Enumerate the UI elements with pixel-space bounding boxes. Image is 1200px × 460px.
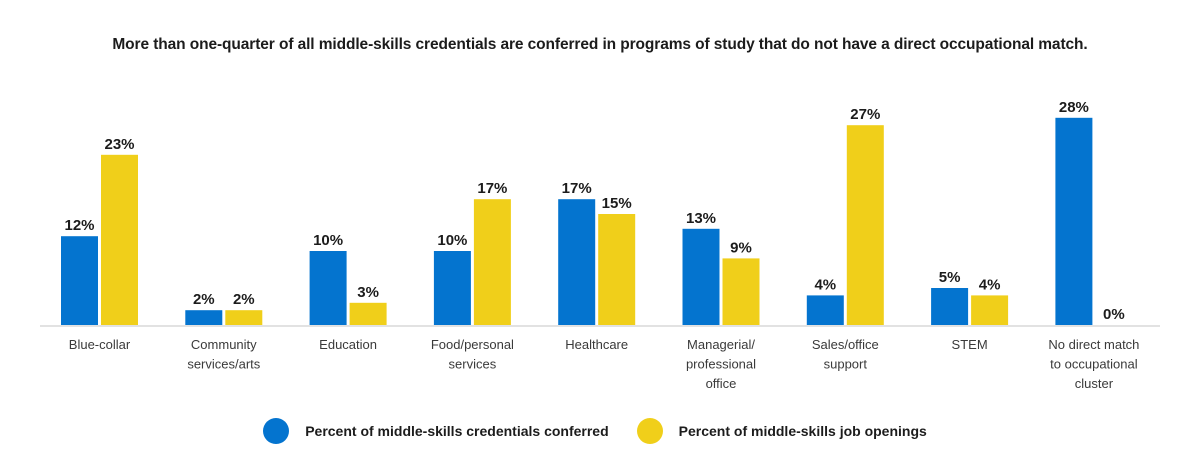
- category-label-3: Food/personal services: [431, 337, 514, 372]
- value-label-openings-0: 23%: [104, 136, 134, 153]
- category-label-line: Sales/office: [812, 337, 879, 352]
- bar-openings-3: [473, 199, 511, 325]
- category-label-5: Managerial/professional office: [686, 337, 756, 391]
- value-label-credentials-0: 12%: [64, 217, 94, 234]
- labels-layer: 12% 23% 2% 2% 10% 3% 10% 17% 17% 15% 13% 9% 4% 27% 5% 4…: [64, 99, 1124, 323]
- category-label-line: professional: [686, 357, 756, 372]
- value-label-openings-8: 0%: [1103, 306, 1125, 323]
- chart-title: More than one-quarter of all middle-skil…: [112, 36, 1088, 53]
- value-label-credentials-2: 10%: [313, 232, 343, 249]
- category-label-line: No direct match: [1048, 337, 1139, 352]
- category-label-line: Community: [191, 337, 257, 352]
- value-label-openings-1: 2%: [233, 291, 255, 308]
- legend-label-credentials: Percent of middle-skills credentials con…: [305, 423, 609, 439]
- value-label-openings-5: 9%: [730, 239, 752, 256]
- category-labels-layer: Blue-collar Community services/arts Educati…: [69, 337, 1140, 391]
- value-label-credentials-3: 10%: [437, 232, 467, 249]
- value-label-credentials-6: 4%: [814, 276, 836, 293]
- category-label-8: No direct match to occupational cluster: [1048, 337, 1139, 391]
- bar-credentials-4: [558, 199, 596, 325]
- category-label-6: Sales/office support: [812, 337, 879, 372]
- category-label-1: Community services/arts: [187, 337, 260, 372]
- bar-credentials-2: [309, 251, 347, 325]
- value-label-credentials-7: 5%: [939, 269, 961, 286]
- bar-credentials-5: [682, 228, 720, 325]
- category-label-line: support: [824, 357, 868, 372]
- bar-openings-5: [722, 258, 760, 325]
- value-label-credentials-1: 2%: [193, 291, 215, 308]
- value-label-openings-2: 3%: [357, 284, 379, 301]
- bar-credentials-1: [185, 310, 223, 325]
- bar-openings-1: [225, 310, 263, 325]
- value-label-openings-3: 17%: [477, 180, 507, 197]
- bar-openings-6: [846, 125, 884, 325]
- bar-credentials-6: [806, 295, 844, 325]
- category-label-line: to occupational: [1050, 357, 1138, 372]
- category-label-line: Managerial/: [687, 337, 755, 352]
- category-label-line: cluster: [1075, 376, 1114, 391]
- bar-credentials-3: [433, 251, 471, 325]
- category-label-line: Education: [319, 337, 377, 352]
- legend-item-credentials[interactable]: Percent of middle-skills credentials con…: [263, 418, 609, 444]
- bar-credentials-0: [61, 236, 98, 325]
- category-label-line: services/arts: [187, 357, 260, 372]
- bar-openings-0: [101, 154, 138, 325]
- bar-chart: 12% 23% 2% 2% 10% 3% 10% 17% 17% 15% 13% 9% 4% 27% 5% 4…: [40, 99, 1160, 391]
- bar-credentials-7: [931, 288, 969, 325]
- legend: Percent of middle-skills credentials con…: [0, 418, 1200, 444]
- legend-label-openings: Percent of middle-skills job openings: [678, 423, 927, 439]
- legend-swatch-openings: [636, 418, 663, 444]
- category-label-line: Food/personal: [431, 337, 514, 352]
- value-label-credentials-8: 28%: [1059, 99, 1089, 116]
- category-label-2: Education: [319, 337, 377, 352]
- legend-swatch-credentials: [263, 418, 290, 444]
- legend-item-openings[interactable]: Percent of middle-skills job openings: [636, 418, 927, 444]
- value-label-openings-6: 27%: [850, 106, 880, 123]
- bar-openings-2: [349, 302, 387, 325]
- bar-openings-7: [971, 295, 1009, 325]
- category-label-0: Blue-collar: [69, 337, 131, 352]
- bars-layer: [61, 117, 1093, 325]
- value-label-credentials-4: 17%: [562, 180, 592, 197]
- category-label-line: Blue-collar: [69, 337, 131, 352]
- category-label-line: services: [449, 357, 497, 372]
- bar-credentials-8: [1055, 117, 1093, 325]
- category-label-7: STEM: [952, 337, 988, 352]
- value-label-openings-7: 4%: [979, 276, 1001, 293]
- value-label-openings-4: 15%: [602, 195, 632, 212]
- category-label-4: Healthcare: [565, 337, 628, 352]
- category-label-line: STEM: [952, 337, 988, 352]
- value-label-credentials-5: 13%: [686, 210, 716, 227]
- category-label-line: Healthcare: [565, 337, 628, 352]
- bar-openings-4: [598, 214, 636, 325]
- category-label-line: office: [706, 376, 737, 391]
